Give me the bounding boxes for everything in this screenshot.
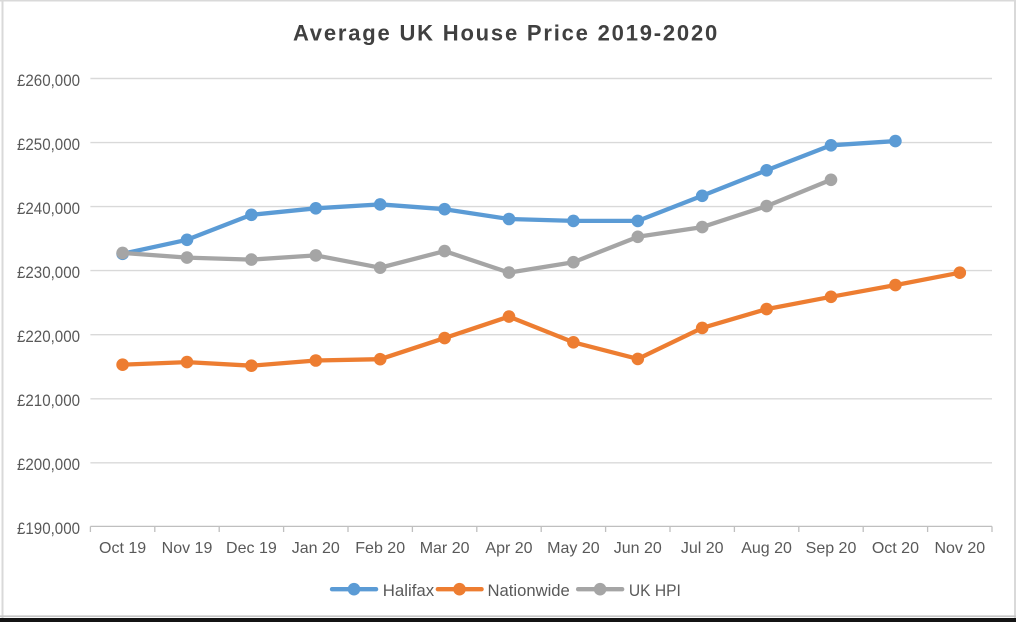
svg-text:£250,000: £250,000 — [17, 136, 80, 154]
svg-text:Aug 20: Aug 20 — [741, 540, 792, 557]
svg-text:Sep 20: Sep 20 — [806, 540, 857, 557]
svg-text:£210,000: £210,000 — [17, 392, 80, 410]
svg-text:Mar 20: Mar 20 — [420, 540, 470, 557]
svg-text:May 20: May 20 — [547, 540, 600, 557]
svg-text:Dec 19: Dec 19 — [226, 540, 277, 557]
svg-text:£190,000: £190,000 — [17, 520, 80, 538]
svg-text:Nov 20: Nov 20 — [934, 540, 985, 557]
svg-text:Apr 20: Apr 20 — [485, 540, 532, 557]
svg-text:£230,000: £230,000 — [17, 264, 80, 282]
svg-text:£240,000: £240,000 — [17, 200, 80, 218]
svg-text:Jul 20: Jul 20 — [681, 540, 724, 557]
svg-text:£260,000: £260,000 — [17, 72, 80, 90]
svg-text:£200,000: £200,000 — [17, 456, 80, 474]
svg-text:Halifax: Halifax — [383, 582, 435, 600]
svg-text:Jan 20: Jan 20 — [292, 540, 340, 557]
svg-text:Oct 20: Oct 20 — [872, 540, 919, 557]
svg-text:UK HPI: UK HPI — [629, 582, 681, 600]
svg-text:Oct 19: Oct 19 — [99, 540, 146, 557]
svg-text:£220,000: £220,000 — [17, 328, 80, 346]
svg-text:Nov 19: Nov 19 — [162, 540, 213, 557]
svg-text:Feb 20: Feb 20 — [355, 540, 405, 557]
svg-text:Average UK House Price 2019-20: Average UK House Price 2019-2020 — [293, 21, 719, 46]
svg-text:Jun 20: Jun 20 — [614, 540, 662, 557]
svg-text:Nationwide: Nationwide — [488, 582, 570, 600]
